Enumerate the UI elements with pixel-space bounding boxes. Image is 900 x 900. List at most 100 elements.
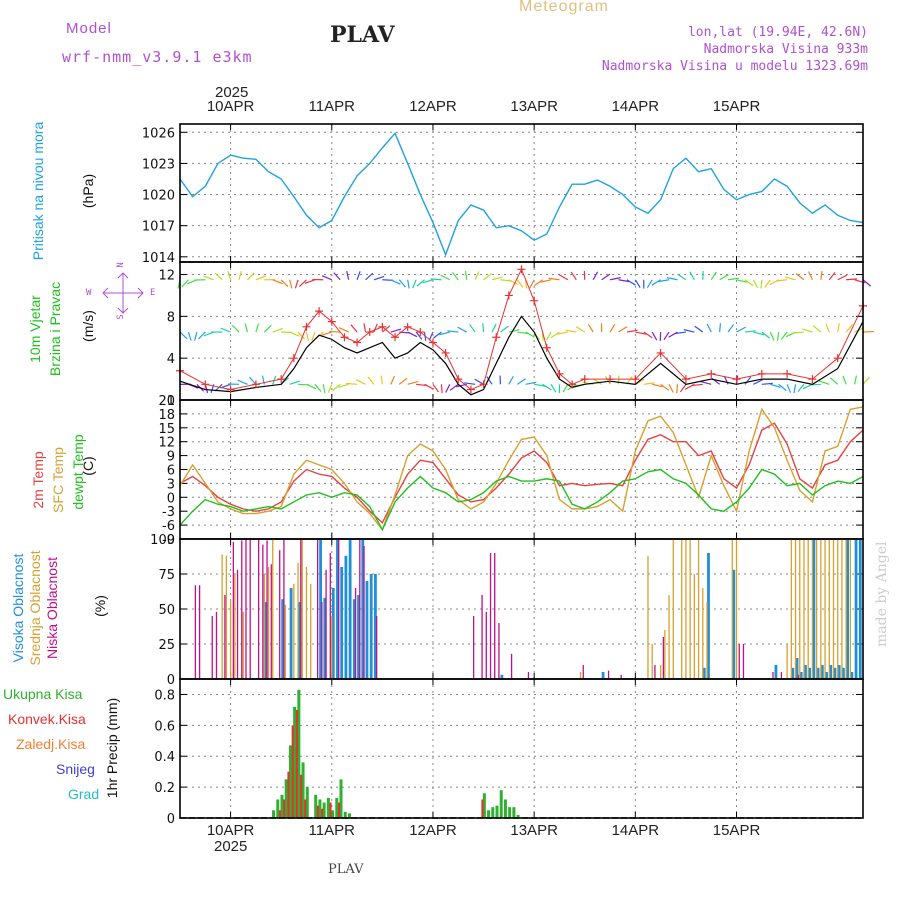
compass-e-label: E (150, 288, 156, 298)
wind-arrow (390, 328, 402, 333)
y-tick-label: 1017 (142, 220, 175, 235)
wind-arrow (550, 331, 560, 339)
wind-arrow (433, 331, 442, 339)
cloud-bar-niska (245, 539, 247, 679)
wind-arrow (311, 331, 316, 341)
wind-arrow (193, 331, 198, 341)
wind-arrow (862, 376, 870, 385)
wind-arrow (842, 375, 847, 385)
precip-bar-0 (343, 811, 347, 818)
gust-marker (568, 380, 577, 389)
legend-frz-rain: Zaledj.Kisa (16, 736, 86, 752)
wind-arrow (329, 330, 341, 333)
cloud-bar-srednja (693, 574, 696, 679)
cloud-bar-srednja (225, 555, 228, 679)
wind-arrow (508, 329, 520, 333)
legend-total-rain: Ukupna Kisa (3, 686, 83, 702)
cloud-bar-visoka (774, 665, 778, 679)
wind-arrow (314, 383, 322, 393)
cloud-bar-srednja (841, 539, 843, 679)
precip-bar-0 (508, 807, 512, 818)
gust-marker (454, 375, 463, 384)
precip-bar-0 (280, 794, 284, 818)
wind-arrow (289, 331, 300, 337)
cloud-bar-visoka (702, 667, 706, 679)
wind-compass: N W E S (80, 262, 160, 322)
wind-arrow (605, 375, 611, 385)
cloud-bar-niska (742, 644, 745, 679)
wind-arrow (373, 323, 378, 333)
cloud-bar-niska (321, 602, 323, 679)
wind-arrow (289, 279, 293, 289)
wind-arrow (355, 379, 366, 385)
precip-bar-0 (512, 807, 516, 818)
cloud-bar-visoka (858, 539, 862, 679)
cloud-bar-niska (797, 674, 799, 679)
wind-arrow (534, 279, 543, 287)
wind-arrow (784, 276, 796, 281)
wind-arrow (294, 279, 299, 289)
gust-marker (555, 369, 564, 378)
top-year-label: 2025 (215, 84, 249, 101)
gust-marker (226, 385, 235, 394)
cloud-bar-niska (270, 564, 272, 679)
wind-arrow (272, 279, 283, 285)
day-label: 12APR (409, 98, 457, 115)
precip-bar-0 (347, 813, 351, 818)
wind-arrow (451, 271, 459, 281)
wind-arrow (797, 383, 805, 393)
wind-arrow (727, 324, 735, 333)
cloud-bar-srednja (735, 539, 738, 679)
cloud-bar-srednja (685, 539, 687, 679)
wind-arrow (412, 279, 417, 289)
cloud-bar-niska (363, 546, 365, 679)
legend-hail: Grad (68, 786, 100, 802)
legend-conv-rain: Konvek.Kisa (8, 711, 86, 727)
cloud-bar-visoka (854, 539, 858, 679)
wind-arrow (380, 375, 383, 385)
wind-arrow (373, 275, 385, 281)
cloud-bar-visoka (289, 588, 293, 679)
wind-arrow (652, 383, 663, 388)
wind-arrow (700, 381, 712, 385)
gust-marker (808, 375, 817, 384)
cloud-bar-visoka (336, 539, 339, 679)
wind-arrow (469, 324, 476, 333)
wind-arrow (525, 381, 537, 385)
wind-arrow (464, 382, 476, 385)
cloud-bar-visoka (825, 672, 828, 679)
wind-arrow (447, 330, 459, 333)
wind-arrow (238, 271, 242, 280)
wind-arrow (558, 274, 569, 281)
model-name: wrf-nmm_v3.9.1 e3km (62, 48, 253, 66)
wind-arrow (248, 376, 257, 385)
cloud-bar-srednja (731, 539, 733, 679)
gust-marker (365, 328, 374, 337)
wind-arrow (601, 273, 611, 281)
cloud-bar-srednja (706, 602, 708, 679)
wind-arrow (237, 379, 248, 385)
y-tick-label: 1023 (142, 157, 175, 172)
panel-frame (179, 678, 864, 819)
precip-bar-0 (288, 745, 292, 818)
cloud-bar-niska (489, 553, 492, 679)
wind-arrow (198, 331, 206, 340)
wind-arrow (570, 271, 577, 281)
precip-bar-0 (482, 793, 486, 818)
wind-arrow (203, 331, 214, 337)
wind-arrow (719, 274, 729, 281)
wind-arrow (550, 384, 557, 393)
y-tick-label: 12 (158, 269, 175, 284)
cloud-bar-niska (194, 585, 197, 679)
cloud-bar-niska (211, 616, 213, 679)
wind-arrow (795, 273, 805, 281)
wind-arrow (516, 279, 524, 288)
series-line-pritisak (179, 132, 864, 257)
cloud-bar-visoka (298, 602, 301, 679)
cloud-bar-visoka (365, 581, 369, 679)
wind-arrow (407, 381, 419, 385)
cloud-bar-srednja (786, 644, 788, 679)
gust-marker (732, 375, 741, 384)
wind-arrow (346, 270, 350, 280)
wind-arrow (643, 331, 653, 339)
